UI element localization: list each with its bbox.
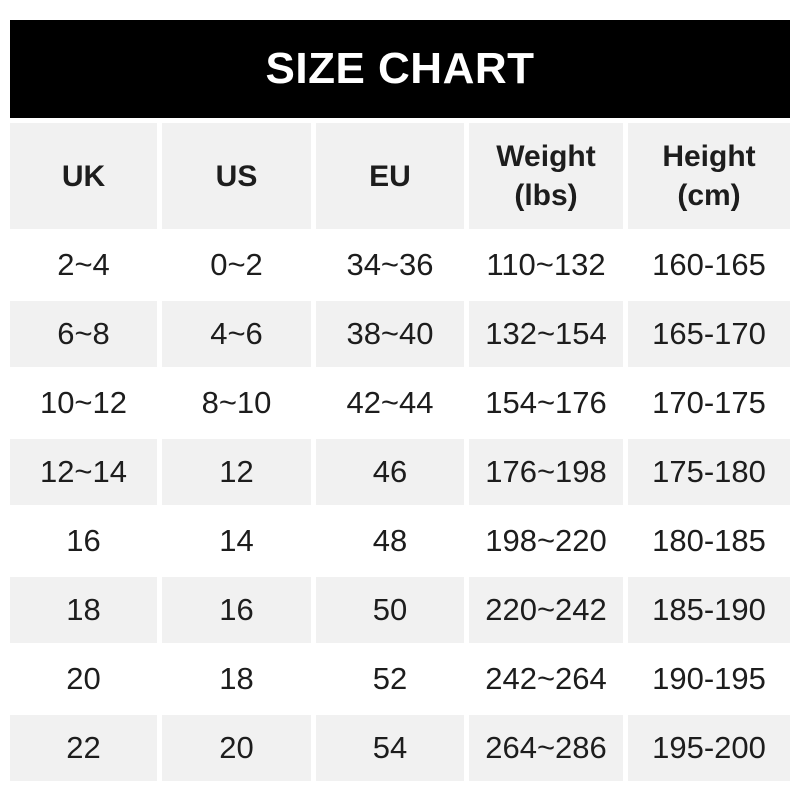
size-cell-r1-c1: 2~4 [57,247,110,282]
size-cell-r1-c4: 110~132 [486,247,606,282]
size-cell-r3-c5: 170-175 [652,385,766,420]
size-cell-r5-c4: 198~220 [485,523,607,558]
column-header-weight: Weight (lbs) [469,123,623,229]
size-cell-r6-c4: 220~242 [469,577,623,643]
size-cell-r3-c3: 42~44 [346,385,434,420]
size-cell-r2-c2: 4~6 [162,301,311,367]
size-cell-r5-c2: 14 [219,523,254,558]
size-cell-r7-c2: 18 [219,661,254,696]
size-cell-r7-c1: 20 [66,661,101,696]
size-cell-r6-c3: 50 [316,577,464,643]
size-cell-r4-c4: 176~198 [469,439,623,505]
size-cell-r6-c5: 185-190 [628,577,790,643]
size-cell-r8-c3: 54 [316,715,464,781]
size-cell-r3-c1: 10~12 [39,385,128,420]
size-cell-r1-c3: 34~36 [346,247,434,282]
column-header-eu: EU [316,123,464,229]
column-label: EU [369,159,411,193]
column-label: Weight [496,140,596,173]
size-cell-r7-c3: 52 [372,661,408,696]
column-header-height: Height (cm) [628,123,790,229]
size-cell-r5-c3: 48 [372,523,408,558]
column-label: UK [61,159,106,193]
size-cell-r3-c2: 8~10 [201,385,272,420]
column-header-uk: UK [10,123,157,229]
size-cell-r6-c2: 16 [162,577,311,643]
size-cell-r4-c2: 12 [162,439,311,505]
size-cell-r8-c4: 264~286 [469,715,623,781]
size-cell-r5-c5: 180-185 [652,523,766,558]
size-chart-table: UK US EU Weight (lbs) Height (cm) 2~4 0~2 34~36 11… [10,123,790,781]
size-cell-r2-c4: 132~154 [469,301,623,367]
page-title: SIZE CHART [265,44,535,93]
size-cell-r4-c3: 46 [316,439,464,505]
size-cell-r4-c5: 175-180 [628,439,790,505]
size-cell-r2-c5: 165-170 [628,301,790,367]
size-cell-r8-c1: 22 [10,715,157,781]
size-cell-r2-c3: 38~40 [316,301,464,367]
column-unit: (cm) [677,179,741,212]
size-cell-r7-c4: 242~264 [485,661,607,696]
column-header-us: US [162,123,311,229]
size-cell-r1-c5: 160-165 [652,247,766,282]
title-banner: SIZE CHART [10,20,790,118]
size-cell-r8-c5: 195-200 [628,715,790,781]
column-unit: (lbs) [514,179,578,212]
size-cell-r7-c5: 190-195 [652,661,766,696]
column-label: Height [662,140,756,173]
size-cell-r1-c2: 0~2 [210,247,263,282]
size-cell-r8-c2: 20 [162,715,311,781]
size-cell-r6-c1: 18 [10,577,157,643]
size-cell-r5-c1: 16 [66,523,101,558]
column-label: US [215,159,258,193]
size-cell-r4-c1: 12~14 [10,439,157,505]
size-cell-r2-c1: 6~8 [10,301,157,367]
size-cell-r3-c4: 154~176 [485,385,607,420]
